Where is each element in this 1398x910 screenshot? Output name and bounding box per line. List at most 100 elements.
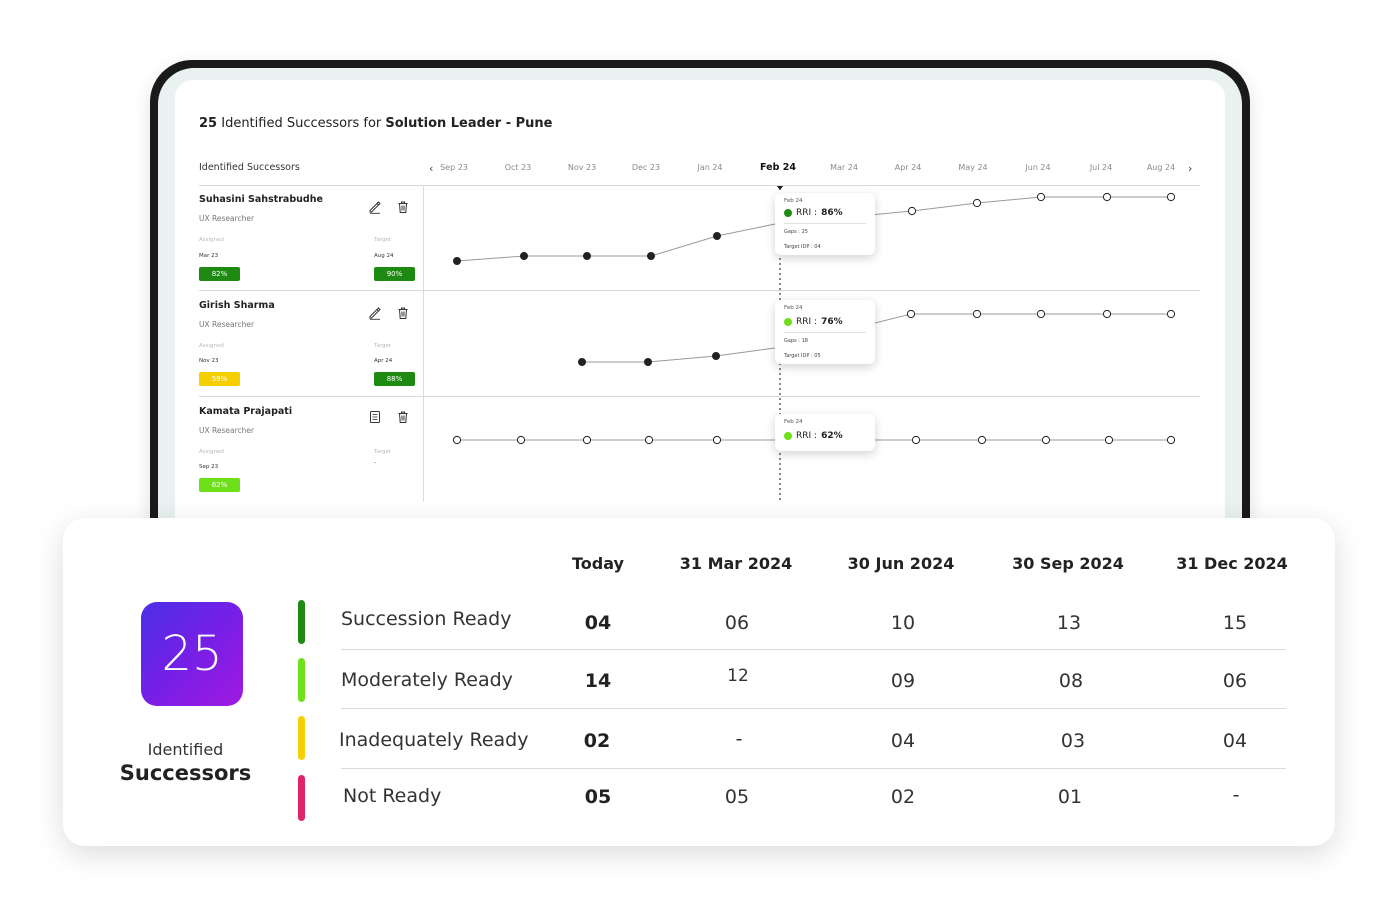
rri-point-actual [644,358,652,366]
assigned-rri-badge: 82% [199,267,240,281]
rri-point-actual [583,252,591,260]
timeline-chart [452,185,1176,502]
assigned-label: Assigned [199,449,224,455]
rri-point-projected [1166,309,1176,319]
successor-name: Kamata Prajapati [199,406,293,417]
current-month-caret [776,185,784,190]
successor-timeline-screen: 25 Identified Successors for Solution Le… [175,80,1225,520]
cell-value: 12 [727,666,749,686]
successors-label: Successors [119,761,252,785]
rri-point-projected [452,435,462,445]
assigned-label: Assigned [199,237,224,243]
month-label: Oct 23 [504,163,532,172]
row-divider [199,396,1200,397]
rri-point-actual [453,257,461,265]
rri-point-projected [1036,192,1046,202]
column-header-dec: 31 Dec 2024 [1176,554,1288,573]
status-label: Succession Ready [341,608,512,630]
rri-point-projected [972,198,982,208]
rri-point-actual [647,252,655,260]
cell-today: 04 [584,612,612,634]
cell-value: 04 [1222,730,1248,752]
tooltip-gaps: Gaps : 25 [784,229,808,235]
rri-point-projected [1102,192,1112,202]
month-label: Dec 23 [631,163,661,172]
tooltip-gaps: Gaps : 18 [784,338,808,344]
column-header-jun: 30 Jun 2024 [847,554,955,573]
rri-point-projected [906,309,916,319]
tooltip-target-idp: Target IDP : 04 [784,244,821,250]
rri-point-projected [1041,435,1051,445]
row-separator [341,708,1286,709]
cell-value: 02 [890,786,916,808]
timeline-prev-button[interactable]: ‹ [429,162,434,175]
rri-point-actual [712,352,720,360]
assigned-rri-badge: 59% [199,372,240,386]
cell-value: 15 [1222,612,1248,634]
successor-name: Suhasini Sahstrabudhe [199,194,323,205]
column-header-today: Today [572,554,624,573]
title-count: 25 [199,116,218,131]
rri-tooltip: Feb 24 RRI : 86% Gaps : 25 Target IDP : … [775,193,875,255]
cell-value: - [1232,784,1240,806]
edit-icon[interactable] [368,306,382,320]
rri-point-projected [516,435,526,445]
cell-value: 13 [1056,612,1082,634]
rri-point-projected [907,206,917,216]
trash-icon[interactable] [396,410,410,424]
successors-column-header: Identified Successors [199,162,300,173]
successor-count-tile: 25 [141,602,243,706]
status-label: Not Ready [343,785,442,807]
cell-today: 02 [583,730,611,752]
cell-value: 08 [1058,670,1084,692]
rri-label: RRI : [796,208,818,218]
assigned-date: Sep 23 [199,464,219,470]
assigned-label: Assigned [199,343,224,349]
rri-point-projected [644,435,654,445]
tooltip-rri: RRI : 86% [784,208,866,218]
status-dot [784,209,792,217]
rri-label: RRI : [796,431,818,441]
tooltip-divider [784,223,866,224]
target-label: Target [374,343,392,349]
cell-value: 10 [890,612,916,634]
month-label: Jul 24 [1089,163,1113,172]
rri-point-projected [1036,309,1046,319]
target-date: Aug 24 [374,253,394,259]
status-color-bar [298,658,305,702]
tooltip-date: Feb 24 [784,198,803,204]
rri-point-projected [712,435,722,445]
assigned-rri-badge: 62% [199,478,240,492]
status-color-bar [298,600,305,644]
cell-value: 06 [1222,670,1248,692]
cell-today: 14 [584,670,612,692]
title-mid: Identified Successors for [221,116,382,131]
rri-tooltip: Feb 24 RRI : 76% Gaps : 18 Target IDP : … [775,300,875,364]
month-label: Jan 24 [697,163,723,172]
target-rri-badge: 90% [374,267,415,281]
rri-value: 86% [821,208,843,218]
rri-value: 62% [821,431,843,441]
column-header-mar: 31 Mar 2024 [679,554,793,573]
month-label: Nov 23 [567,163,597,172]
timeline-next-button[interactable]: › [1188,162,1193,175]
status-label: Moderately Ready [341,669,513,691]
identified-label: Identified [147,740,224,759]
successor-role: UX Researcher [199,214,255,223]
trash-icon[interactable] [396,306,410,320]
rri-point-actual [520,252,528,260]
rri-point-projected [582,435,592,445]
successor-role: UX Researcher [199,426,255,435]
tooltip-rri: RRI : 76% [784,317,866,327]
tooltip-date: Feb 24 [784,419,803,425]
trash-icon[interactable] [396,200,410,214]
edit-icon[interactable] [368,200,382,214]
target-rri-badge: 88% [374,372,415,386]
month-label: May 24 [958,163,988,172]
document-icon[interactable] [368,410,382,424]
rri-point-projected [1102,309,1112,319]
month-label: Apr 24 [894,163,922,172]
tooltip-rri: RRI : 62% [784,431,866,441]
successor-role: UX Researcher [199,320,255,329]
target-label: Target [374,449,392,455]
